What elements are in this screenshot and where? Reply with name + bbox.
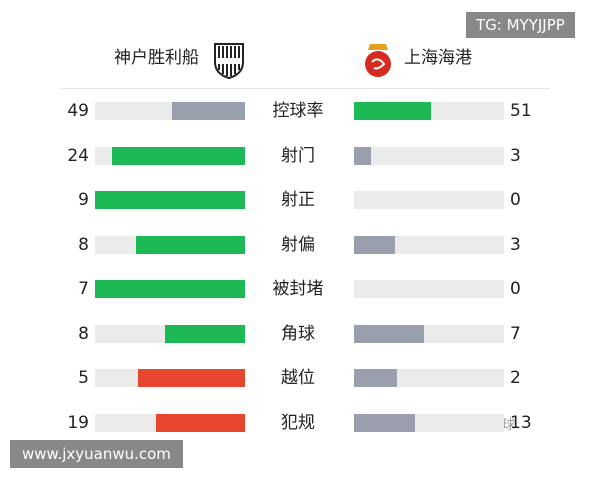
stat-label: 射偏	[281, 234, 315, 255]
away-bar	[354, 146, 371, 165]
away-logo	[365, 44, 391, 77]
away-track	[354, 324, 504, 343]
home-bar	[95, 191, 245, 209]
home-value: 49	[67, 101, 89, 121]
away-value: 7	[510, 323, 521, 344]
home-track	[95, 102, 245, 120]
watermark-top: TG: MYYJJPP	[466, 12, 575, 38]
stat-label: 角球	[281, 323, 315, 344]
home-team: 神户胜利船	[114, 48, 199, 68]
away-value: 3	[510, 145, 521, 166]
home-track	[95, 369, 245, 387]
away-value: 0	[510, 190, 521, 210]
home-bar	[137, 369, 245, 387]
home-track	[95, 324, 245, 343]
home-value: 24	[67, 145, 89, 166]
home-bar	[171, 102, 245, 120]
away-value: 2	[510, 368, 521, 388]
home-track	[95, 146, 245, 165]
home-bar	[135, 235, 245, 254]
stat-label: 控球率	[272, 101, 324, 121]
stat-label: 犯规	[281, 412, 315, 433]
away-bar	[354, 235, 395, 254]
watermark-bottom: www.jxyuanwu.com	[10, 440, 183, 468]
away-track	[354, 235, 504, 254]
stat-label: 射正	[281, 190, 315, 210]
away-bar	[354, 369, 397, 387]
away-track	[354, 146, 504, 165]
away-bar	[354, 324, 424, 343]
away-team: 上海海港	[404, 48, 472, 68]
home-value: 7	[78, 279, 89, 299]
home-track	[95, 280, 245, 298]
away-value: 3	[510, 234, 521, 255]
home-track	[95, 413, 245, 432]
home-value: 8	[78, 234, 89, 255]
separator	[60, 88, 550, 89]
home-value: 9	[78, 190, 89, 210]
stat-label: 射门	[281, 145, 315, 166]
home-bar	[155, 413, 245, 432]
away-track	[354, 191, 504, 209]
away-bar	[354, 102, 431, 120]
home-track	[95, 235, 245, 254]
away-value: 0	[510, 279, 521, 299]
home-bar	[95, 280, 245, 298]
away-value: 13	[510, 412, 532, 433]
home-value: 8	[78, 323, 89, 344]
home-value: 19	[67, 412, 89, 433]
stat-label: 越位	[281, 368, 315, 388]
home-logo	[214, 43, 244, 80]
home-track	[95, 191, 245, 209]
away-value: 51	[510, 101, 532, 121]
home-value: 5	[78, 368, 89, 388]
home-bar	[111, 146, 245, 165]
stat-label: 被封堵	[272, 279, 324, 299]
away-track	[354, 413, 504, 432]
away-track	[354, 102, 504, 120]
away-track	[354, 369, 504, 387]
home-bar	[165, 324, 245, 343]
away-bar	[354, 413, 415, 432]
away-track	[354, 280, 504, 298]
